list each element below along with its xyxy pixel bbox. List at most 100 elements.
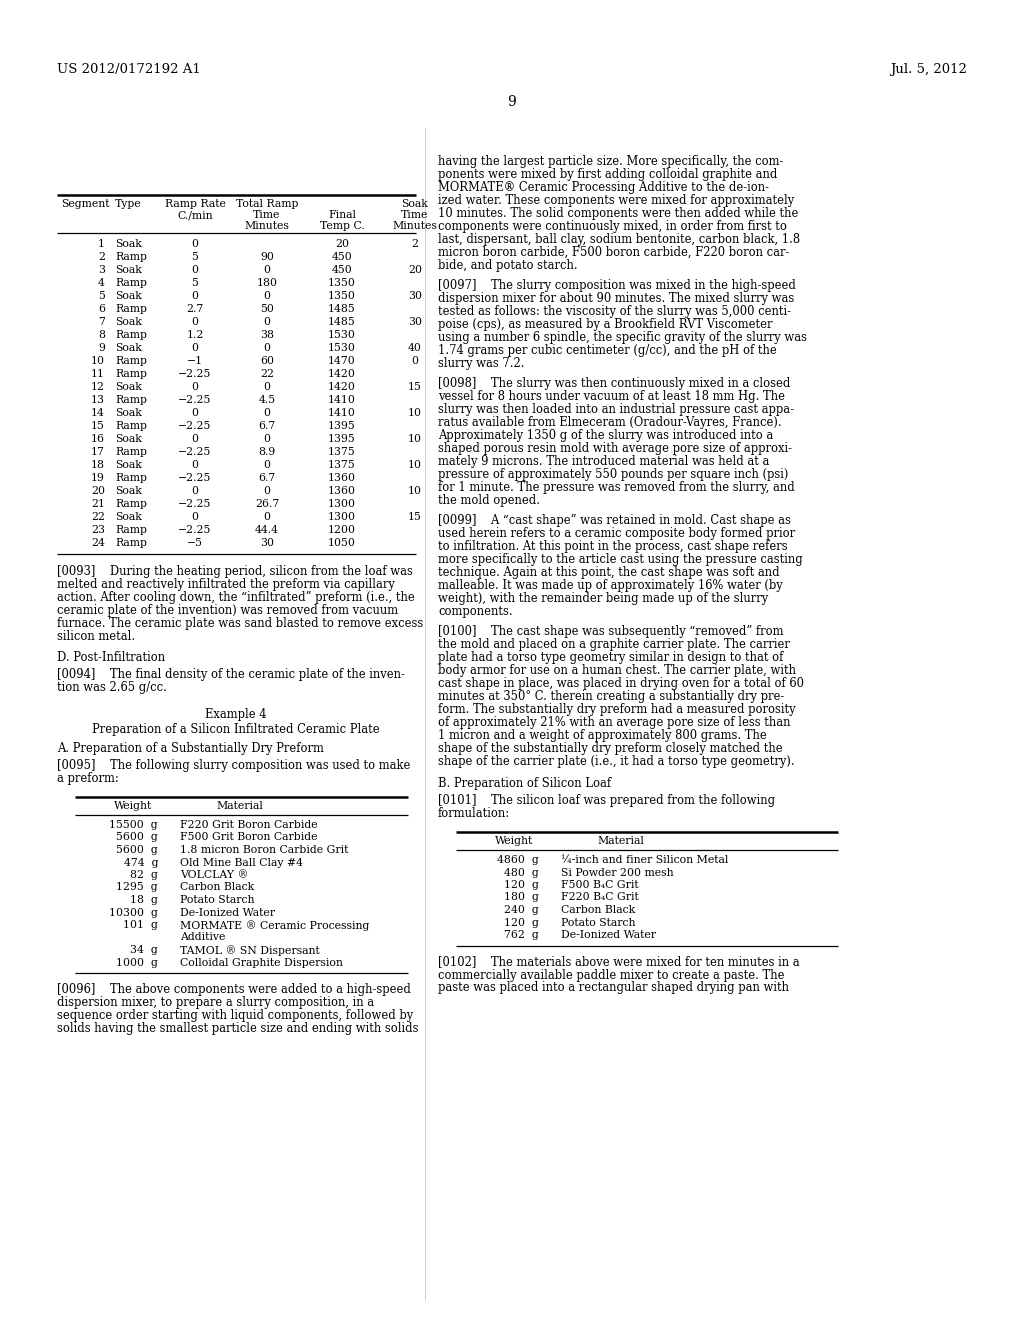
Text: dispersion mixer for about 90 minutes. The mixed slurry was: dispersion mixer for about 90 minutes. T… xyxy=(438,292,795,305)
Text: 1360: 1360 xyxy=(328,473,356,483)
Text: 38: 38 xyxy=(260,330,274,341)
Text: De-Ionized Water: De-Ionized Water xyxy=(180,908,275,917)
Text: furnace. The ceramic plate was sand blasted to remove excess: furnace. The ceramic plate was sand blas… xyxy=(57,616,423,630)
Text: components.: components. xyxy=(438,605,513,618)
Text: 4: 4 xyxy=(98,279,105,288)
Text: MORMATE ® Ceramic Processing: MORMATE ® Ceramic Processing xyxy=(180,920,370,931)
Text: −1: −1 xyxy=(187,356,203,366)
Text: 40: 40 xyxy=(408,343,422,352)
Text: 0: 0 xyxy=(263,434,270,444)
Text: 2.7: 2.7 xyxy=(186,304,204,314)
Text: 1300: 1300 xyxy=(328,499,356,510)
Text: [0094]    The final density of the ceramic plate of the inven-: [0094] The final density of the ceramic … xyxy=(57,668,404,681)
Text: Carbon Black: Carbon Black xyxy=(561,906,635,915)
Text: 30: 30 xyxy=(408,317,422,327)
Text: Type: Type xyxy=(115,199,141,209)
Text: 20: 20 xyxy=(91,486,105,496)
Text: 0: 0 xyxy=(191,381,199,392)
Text: 5: 5 xyxy=(191,252,199,261)
Text: pressure of approximately 550 pounds per square inch (psi): pressure of approximately 550 pounds per… xyxy=(438,469,788,480)
Text: Material: Material xyxy=(216,801,263,810)
Text: 1485: 1485 xyxy=(328,317,356,327)
Text: Ramp: Ramp xyxy=(115,252,147,261)
Text: Ramp: Ramp xyxy=(115,279,147,288)
Text: cast shape in place, was placed in drying oven for a total of 60: cast shape in place, was placed in dryin… xyxy=(438,677,804,690)
Text: last, dispersant, ball clay, sodium bentonite, carbon black, 1.8: last, dispersant, ball clay, sodium bent… xyxy=(438,234,800,246)
Text: [0098]    The slurry was then continuously mixed in a closed: [0098] The slurry was then continuously … xyxy=(438,378,791,389)
Text: 0: 0 xyxy=(263,317,270,327)
Text: 20: 20 xyxy=(335,239,349,249)
Text: 0: 0 xyxy=(263,486,270,496)
Text: 10300  g: 10300 g xyxy=(110,908,158,917)
Text: the mold opened.: the mold opened. xyxy=(438,494,540,507)
Text: Potato Starch: Potato Starch xyxy=(180,895,255,906)
Text: 1395: 1395 xyxy=(328,421,356,432)
Text: 0: 0 xyxy=(191,343,199,352)
Text: 0: 0 xyxy=(191,265,199,275)
Text: Soak: Soak xyxy=(115,486,142,496)
Text: slurry was 7.2.: slurry was 7.2. xyxy=(438,356,524,370)
Text: poise (cps), as measured by a Brookfield RVT Viscometer: poise (cps), as measured by a Brookfield… xyxy=(438,318,772,331)
Text: 17: 17 xyxy=(91,447,105,457)
Text: 10 minutes. The solid components were then added while the: 10 minutes. The solid components were th… xyxy=(438,207,799,220)
Text: 1295  g: 1295 g xyxy=(117,883,158,892)
Text: 22: 22 xyxy=(260,370,274,379)
Text: 0: 0 xyxy=(412,356,419,366)
Text: 1420: 1420 xyxy=(328,370,356,379)
Text: shape of the substantially dry preform closely matched the: shape of the substantially dry preform c… xyxy=(438,742,782,755)
Text: 480  g: 480 g xyxy=(504,867,539,878)
Text: tion was 2.65 g/cc.: tion was 2.65 g/cc. xyxy=(57,681,167,694)
Text: 50: 50 xyxy=(260,304,274,314)
Text: 60: 60 xyxy=(260,356,274,366)
Text: ¼-inch and finer Silicon Metal: ¼-inch and finer Silicon Metal xyxy=(561,855,728,865)
Text: 1200: 1200 xyxy=(328,525,356,535)
Text: Minutes: Minutes xyxy=(392,220,437,231)
Text: Soak: Soak xyxy=(115,265,142,275)
Text: ratus available from Elmeceram (Oradour-Vayres, France).: ratus available from Elmeceram (Oradour-… xyxy=(438,416,781,429)
Text: Ramp: Ramp xyxy=(115,395,147,405)
Text: [0097]    The slurry composition was mixed in the high-speed: [0097] The slurry composition was mixed … xyxy=(438,279,796,292)
Text: 1.74 grams per cubic centimeter (g/cc), and the pH of the: 1.74 grams per cubic centimeter (g/cc), … xyxy=(438,345,777,356)
Text: shaped porous resin mold with average pore size of approxi-: shaped porous resin mold with average po… xyxy=(438,442,792,455)
Text: 0: 0 xyxy=(191,290,199,301)
Text: Soak: Soak xyxy=(115,459,142,470)
Text: 2: 2 xyxy=(98,252,105,261)
Text: [0101]    The silicon loaf was prepared from the following: [0101] The silicon loaf was prepared fro… xyxy=(438,795,775,807)
Text: 1375: 1375 xyxy=(328,447,356,457)
Text: 0: 0 xyxy=(263,408,270,418)
Text: 120  g: 120 g xyxy=(504,880,539,890)
Text: 1: 1 xyxy=(98,239,105,249)
Text: 10: 10 xyxy=(408,486,422,496)
Text: vessel for 8 hours under vacuum of at least 18 mm Hg. The: vessel for 8 hours under vacuum of at le… xyxy=(438,389,785,403)
Text: 1000  g: 1000 g xyxy=(116,957,158,968)
Text: −2.25: −2.25 xyxy=(178,421,212,432)
Text: 30: 30 xyxy=(408,290,422,301)
Text: F500 B₄C Grit: F500 B₄C Grit xyxy=(561,880,639,890)
Text: −2.25: −2.25 xyxy=(178,525,212,535)
Text: components were continuously mixed, in order from first to: components were continuously mixed, in o… xyxy=(438,220,786,234)
Text: Soak: Soak xyxy=(401,199,428,209)
Text: 8.9: 8.9 xyxy=(258,447,275,457)
Text: 1300: 1300 xyxy=(328,512,356,521)
Text: Preparation of a Silicon Infiltrated Ceramic Plate: Preparation of a Silicon Infiltrated Cer… xyxy=(92,723,380,737)
Text: 0: 0 xyxy=(191,239,199,249)
Text: 474  g: 474 g xyxy=(124,858,158,867)
Text: technique. Again at this point, the cast shape was soft and: technique. Again at this point, the cast… xyxy=(438,566,779,579)
Text: 1395: 1395 xyxy=(328,434,356,444)
Text: micron boron carbide, F500 boron carbide, F220 boron car-: micron boron carbide, F500 boron carbide… xyxy=(438,246,790,259)
Text: Example 4: Example 4 xyxy=(205,708,266,721)
Text: 4.5: 4.5 xyxy=(258,395,275,405)
Text: melted and reactively infiltrated the preform via capillary: melted and reactively infiltrated the pr… xyxy=(57,578,395,591)
Text: F220 Grit Boron Carbide: F220 Grit Boron Carbide xyxy=(180,820,317,830)
Text: 14: 14 xyxy=(91,408,105,418)
Text: 11: 11 xyxy=(91,370,105,379)
Text: 5600  g: 5600 g xyxy=(117,845,158,855)
Text: 1485: 1485 xyxy=(328,304,356,314)
Text: form. The substantially dry preform had a measured porosity: form. The substantially dry preform had … xyxy=(438,704,796,715)
Text: of approximately 21% with an average pore size of less than: of approximately 21% with an average por… xyxy=(438,715,791,729)
Text: 1530: 1530 xyxy=(328,343,356,352)
Text: ized water. These components were mixed for approximately: ized water. These components were mixed … xyxy=(438,194,795,207)
Text: De-Ionized Water: De-Ionized Water xyxy=(561,931,656,940)
Text: Si Powder 200 mesh: Si Powder 200 mesh xyxy=(561,867,674,878)
Text: Final: Final xyxy=(328,210,356,220)
